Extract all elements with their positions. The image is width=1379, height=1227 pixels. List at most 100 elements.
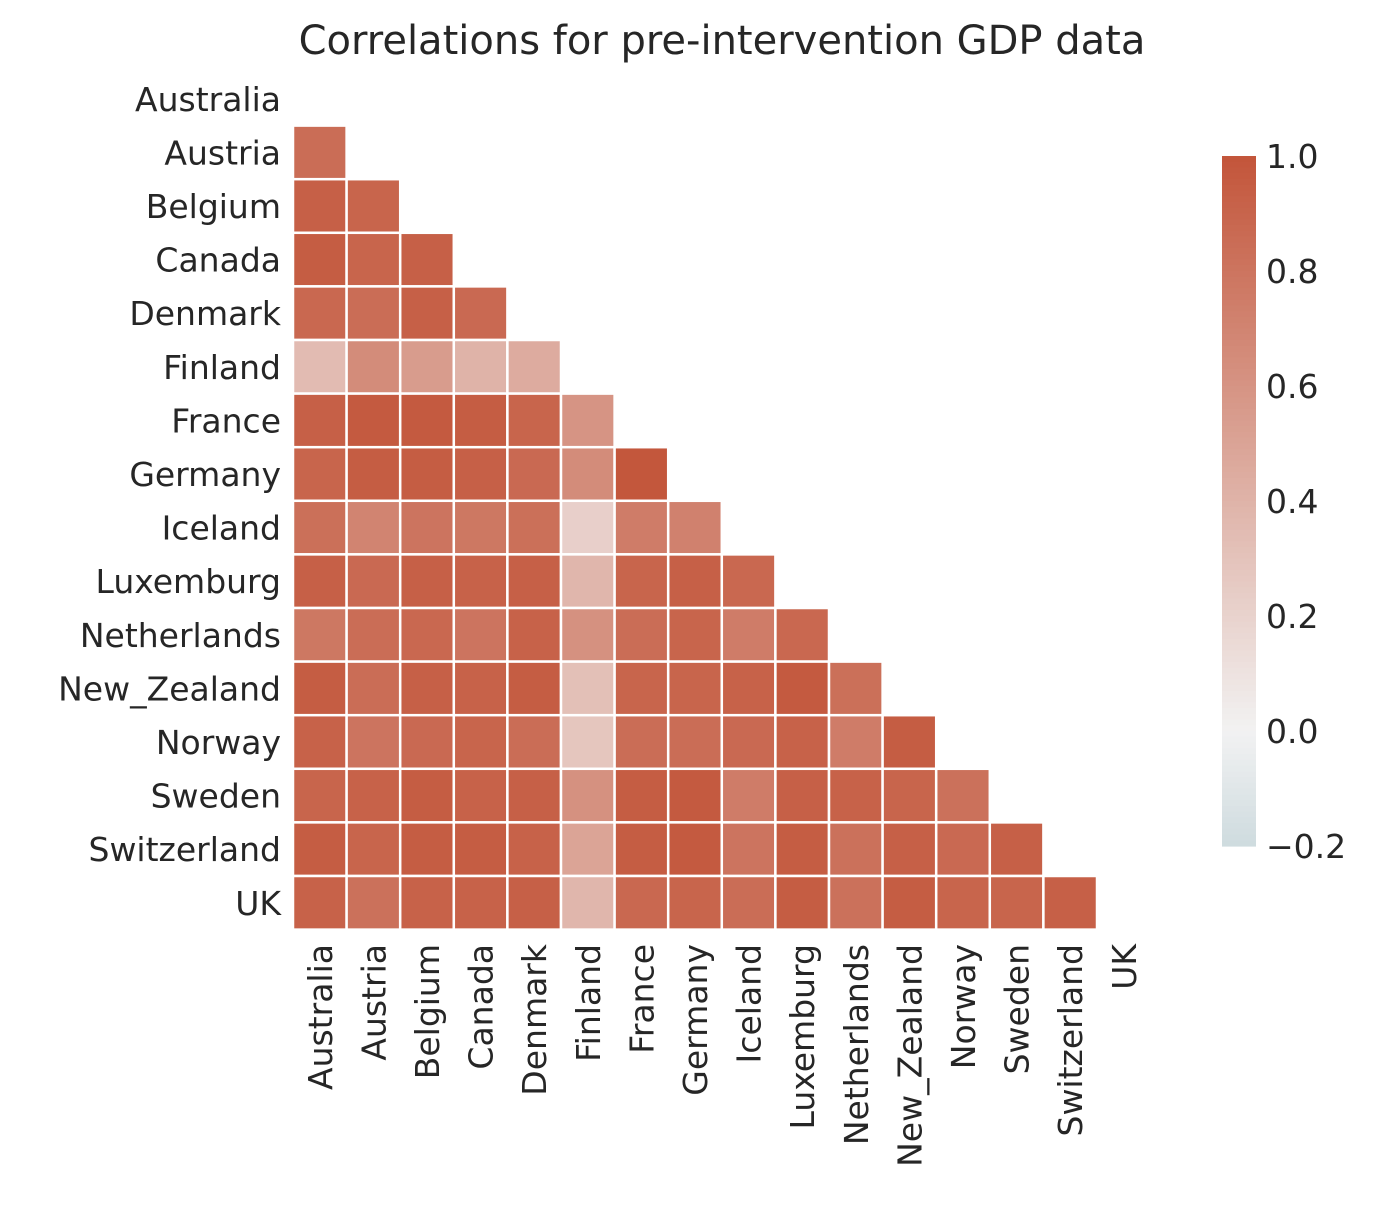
heatmap-cell [559, 392, 616, 449]
x-tick-label: Belgium [408, 944, 447, 1079]
colorbar-segment [1222, 236, 1256, 243]
heatmap-cell [720, 821, 777, 878]
colorbar-segment [1222, 495, 1256, 502]
heatmap-cell [291, 177, 348, 235]
colorbar-segment [1222, 598, 1256, 606]
heatmap-cell [345, 177, 402, 235]
x-tick-label: Australia [301, 944, 340, 1090]
colorbar-segment [1222, 225, 1256, 232]
x-tick-label: Switzerland [1051, 944, 1090, 1137]
heatmap-cell [666, 767, 724, 824]
heatmap-cell [398, 660, 456, 717]
colorbar-tick-label: 0.0 [1266, 712, 1318, 751]
heatmap-cell [613, 713, 670, 771]
heatmap-cell [506, 606, 563, 663]
heatmap-cell [398, 499, 456, 556]
colorbar-segment [1222, 449, 1256, 456]
colorbar-segment [1222, 202, 1256, 209]
colorbar-segment [1222, 754, 1256, 761]
colorbar-segment [1222, 524, 1256, 531]
colorbar-segment [1222, 403, 1256, 410]
y-tick-label: Luxemburg [96, 562, 281, 601]
colorbar-segment [1222, 432, 1256, 439]
colorbar-segment [1222, 725, 1256, 732]
heatmap-cell [506, 821, 563, 878]
colorbar-segment [1222, 817, 1256, 824]
heatmap-cell [291, 767, 348, 824]
heatmap-cell [452, 445, 509, 503]
y-tick-label: Sweden [151, 777, 281, 816]
heatmap-cell [720, 606, 777, 663]
colorbar-segment [1222, 455, 1256, 462]
heatmap-cell [452, 821, 509, 878]
heatmap-cell [291, 392, 348, 449]
colorbar-segment [1222, 420, 1256, 427]
heatmap-cell [559, 553, 616, 610]
colorbar-segment [1222, 570, 1256, 577]
heatmap-cell [291, 874, 348, 931]
colorbar-segment [1222, 541, 1256, 548]
colorbar-segment [1222, 771, 1256, 778]
heatmap-cell [720, 713, 777, 771]
y-tick-label: Canada [155, 241, 281, 280]
heatmap-cell [613, 499, 670, 556]
colorbar-segment [1222, 696, 1256, 703]
colorbar-segment [1222, 460, 1256, 468]
y-tick-label: New_Zealand [58, 669, 281, 708]
colorbar-segment [1222, 317, 1256, 324]
colorbar-segment [1222, 501, 1256, 508]
colorbar-segment [1222, 179, 1256, 186]
colorbar-segment [1222, 621, 1256, 629]
colorbar-segment [1222, 650, 1256, 657]
heatmap-cells [291, 124, 1099, 931]
y-axis-labels: Australia Austria Belgium Canada Denmark Finl… [58, 80, 282, 923]
colorbar-segment [1222, 679, 1256, 686]
colorbar-segment [1222, 782, 1256, 790]
colorbar-segment [1222, 443, 1256, 450]
heatmap-cell [613, 874, 670, 931]
heatmap-cell [398, 713, 456, 771]
chart-title: Correlations for pre-intervention GDP da… [299, 18, 1146, 64]
heatmap-cell [559, 660, 616, 717]
colorbar: 1.0 0.8 0.6 0.4 0.2 0.0 −0.2 [1222, 137, 1346, 866]
heatmap-cell [398, 553, 456, 610]
heatmap-cell [345, 392, 402, 449]
colorbar-segment [1222, 794, 1256, 801]
colorbar-segment [1222, 616, 1256, 623]
heatmap-cell [613, 767, 670, 824]
heatmap-cell [934, 821, 992, 878]
colorbar-segment [1222, 713, 1256, 721]
colorbar-segment [1222, 414, 1256, 422]
heatmap-cell [291, 713, 348, 771]
colorbar-tick-label: 0.8 [1266, 252, 1318, 291]
heatmap-cell [559, 499, 616, 556]
heatmap-cell [827, 767, 884, 824]
heatmap-cell [613, 445, 670, 503]
heatmap-cell [345, 285, 402, 342]
heatmap-cell [774, 713, 831, 771]
colorbar-segment [1222, 311, 1256, 318]
heatmap-cell [452, 713, 509, 771]
colorbar-segment [1222, 575, 1256, 583]
heatmap-cell [988, 821, 1045, 878]
colorbar-segment [1222, 685, 1256, 692]
colorbar-segment [1222, 207, 1256, 215]
heatmap-cell [345, 445, 402, 503]
heatmap-cell [291, 338, 348, 395]
heatmap-cell [398, 874, 456, 931]
x-tick-label: Germany [676, 944, 715, 1096]
heatmap-cell [291, 124, 348, 181]
colorbar-segment [1222, 184, 1256, 192]
colorbar-segment [1222, 472, 1256, 479]
heatmap-cell [291, 231, 348, 288]
colorbar-segment [1222, 828, 1256, 836]
colorbar-segment [1222, 805, 1256, 813]
colorbar-segment [1222, 351, 1256, 358]
colorbar-segment [1222, 466, 1256, 473]
heatmap-cell [827, 821, 884, 878]
heatmap-cell [345, 713, 402, 771]
colorbar-segment [1222, 840, 1256, 847]
colorbar-segment [1222, 489, 1256, 496]
heatmap-cell [452, 874, 509, 931]
